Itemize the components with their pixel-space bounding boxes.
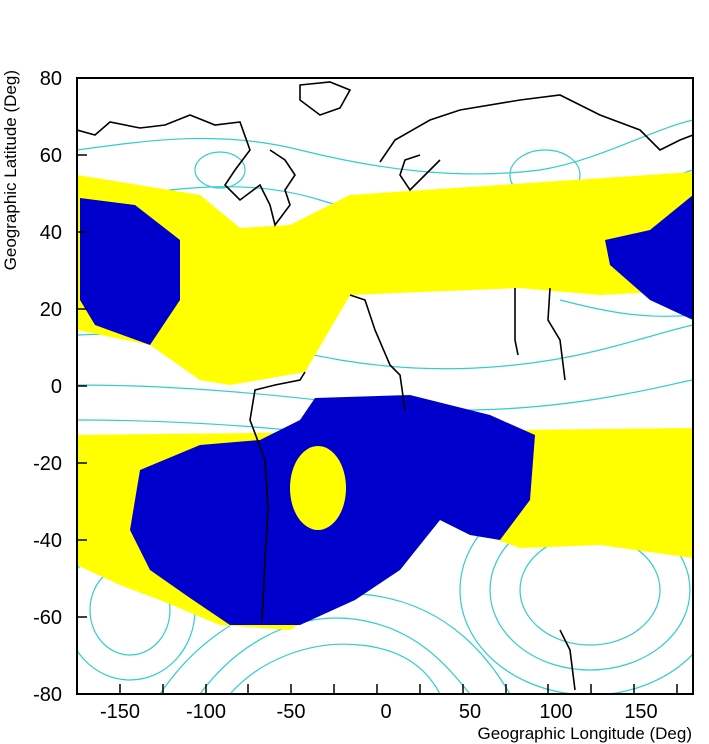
x-tick-label: 0	[380, 701, 391, 723]
x-tick-label: -50	[277, 701, 306, 723]
x-axis-label: Geographic Longitude (Deg)	[477, 724, 692, 743]
x-tick-label: 150	[624, 701, 657, 723]
y-axis-label: Geographic Latitude (Deg)	[1, 70, 20, 270]
coastlines	[77, 81, 693, 691]
y-tick-label: 0	[51, 376, 62, 398]
y-tick-label: 60	[40, 145, 62, 167]
y-tick-label: -20	[33, 453, 62, 475]
x-tick-label: -100	[186, 701, 226, 723]
y-tick-labels: 80 60 40 20 0 -20 -40 -60 -80	[33, 68, 62, 706]
tick-marks	[76, 77, 678, 695]
y-tick-label: 80	[40, 68, 62, 90]
x-tick-label: 100	[539, 701, 572, 723]
y-tick-label: 20	[40, 299, 62, 321]
y-tick-label: -40	[33, 530, 62, 552]
x-tick-label: -150	[100, 701, 140, 723]
y-tick-label: -80	[33, 684, 62, 706]
x-tick-labels: -150 -100 -50 0 50 100 150	[100, 701, 658, 723]
yellow-island	[290, 446, 346, 530]
y-tick-label: -60	[33, 607, 62, 629]
x-tick-label: 50	[459, 701, 481, 723]
y-tick-label: 40	[40, 222, 62, 244]
